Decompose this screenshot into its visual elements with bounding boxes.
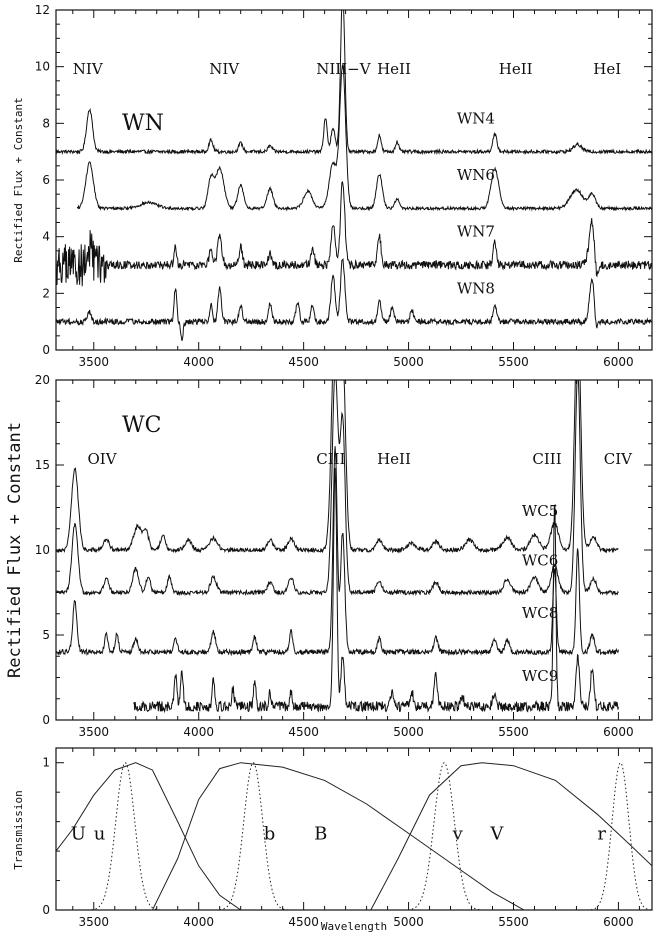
wn-labels: WN4 WN6 WN7 WN8 NIV NIV NIII−V HeII HeII HeI xyxy=(73,60,621,297)
filters-y-axis-label: Transmission xyxy=(12,790,25,869)
wc-y-axis-label: Rectified Flux + Constant xyxy=(5,422,25,678)
filter-curve-r xyxy=(586,762,652,910)
wn-x-tick-label: 6000 xyxy=(603,355,634,369)
line-id-hei-5: HeI xyxy=(593,60,621,78)
wc-y-tick-label: 5 xyxy=(42,628,50,642)
spectrum-label-WC9: WC9 xyxy=(522,667,558,685)
wn-x-tick-label: 3500 xyxy=(79,355,110,369)
wn-y-tick-label: 2 xyxy=(42,286,50,300)
wc-y-tick-label: 10 xyxy=(35,543,50,557)
filter-curve-b xyxy=(215,762,292,910)
filters-y-tick-label: 0 xyxy=(42,903,50,917)
spectrum-WC5 xyxy=(56,380,619,554)
wc-panel-tag: WC xyxy=(122,413,161,438)
wn-panel-tag: WN xyxy=(122,111,164,136)
filters-x-tick-label: 3500 xyxy=(79,915,110,929)
line-id-niv-1: NIV xyxy=(209,60,240,78)
spectrum-label-WC8: WC8 xyxy=(522,604,558,622)
wc-x-tick-label: 4000 xyxy=(183,725,214,739)
spectrum-label-WN7: WN7 xyxy=(457,223,495,241)
wc-x-tick-label: 5000 xyxy=(393,725,424,739)
line-id-heii-4: HeII xyxy=(499,60,533,78)
wn-y-tick-label: 12 xyxy=(35,3,50,17)
filters-x-tick-label: 4000 xyxy=(183,915,214,929)
wc-y-tick-label: 0 xyxy=(42,713,50,727)
wc-labels: WC5 WC6 WC8 WC9 OIV CIII HeII CIII CIV xyxy=(87,450,633,685)
spectrum-WC9 xyxy=(133,467,619,714)
filters-y-tick-label: 1 xyxy=(42,756,50,770)
line-id-ciii-1: CIII xyxy=(316,450,345,468)
filters-ticks: 3500 4000 4500 5000 5500 6000 0 1 xyxy=(42,748,652,929)
wn-x-tick-label: 5000 xyxy=(393,355,424,369)
line-id-oiv-0: OIV xyxy=(87,450,117,468)
line-id-ciii-3: CIII xyxy=(532,450,561,468)
filter-curve-U xyxy=(56,762,241,910)
wc-x-tick-label: 6000 xyxy=(603,725,634,739)
wn-y-tick-label: 0 xyxy=(42,343,50,357)
filter-curve-u xyxy=(87,762,164,910)
filter-label-B: B xyxy=(314,823,327,844)
filters-x-axis-label: Wavelength xyxy=(321,920,387,933)
wc-y-tick-label: 20 xyxy=(35,373,50,387)
spectrum-label-WN4: WN4 xyxy=(457,109,495,127)
spectrum-label-WC6: WC6 xyxy=(522,551,558,569)
filter-label-U: U xyxy=(71,823,86,844)
filter-curve-B xyxy=(152,762,525,910)
wn-y-tick-label: 6 xyxy=(42,173,50,187)
line-id-niiiv-2: NIII−V xyxy=(316,60,371,78)
spectrum-WC8 xyxy=(56,446,619,657)
wn-series xyxy=(56,10,652,341)
wn-y-tick-label: 8 xyxy=(42,116,50,130)
spectrum-WC6 xyxy=(56,380,619,597)
spectrum-label-WN6: WN6 xyxy=(457,166,495,184)
filter-label-r: r xyxy=(597,823,606,844)
filter-label-b: b xyxy=(264,823,276,844)
filter-label-v: v xyxy=(452,823,464,844)
wc-series xyxy=(56,380,619,714)
wn-y-tick-label: 4 xyxy=(42,230,50,244)
panel-wn: 3500 4000 4500 5000 5500 6000 0 2 4 6 8 10 12 WN4 WN6… xyxy=(12,3,653,369)
filters-frame xyxy=(55,747,653,911)
wc-x-tick-label: 4500 xyxy=(288,725,319,739)
spectrum-label-WN8: WN8 xyxy=(457,279,495,297)
wn-x-tick-label: 5500 xyxy=(498,355,529,369)
wn-x-tick-label: 4500 xyxy=(288,355,319,369)
spectrum-label-WC5: WC5 xyxy=(522,502,558,520)
spectrum-WN8 xyxy=(56,258,652,341)
wn-y-tick-label: 10 xyxy=(35,60,50,74)
wc-x-tick-label: 3500 xyxy=(79,725,110,739)
wn-ticks: 3500 4000 4500 5000 5500 6000 0 2 4 6 8 10 12 xyxy=(35,3,652,369)
filter-label-V: V xyxy=(489,823,504,844)
line-id-heii-3: HeII xyxy=(377,60,411,78)
filters-x-tick-label: 5500 xyxy=(498,915,529,929)
wc-ticks: 3500 4000 4500 5000 5500 6000 0 5 10 15 20 xyxy=(35,373,652,739)
line-id-niv-0: NIV xyxy=(73,60,104,78)
wc-y-tick-label: 15 xyxy=(35,458,50,472)
spectrum-WN4 xyxy=(56,10,652,156)
wc-x-tick-label: 5500 xyxy=(498,725,529,739)
filters-series xyxy=(56,762,652,910)
filter-label-u: u xyxy=(94,823,106,844)
filters-x-tick-label: 5000 xyxy=(393,915,424,929)
filter-curve-v xyxy=(403,762,485,910)
line-id-heii-2: HeII xyxy=(377,450,411,468)
wn-x-tick-label: 4000 xyxy=(183,355,214,369)
filters-x-tick-label: 6000 xyxy=(603,915,634,929)
spectrum-WN6 xyxy=(76,64,652,212)
line-id-civ-4: CIV xyxy=(604,450,633,468)
wn-y-axis-label: Rectified Flux + Constant xyxy=(12,97,25,263)
spectrum-WN7 xyxy=(56,181,652,287)
filters-x-tick-label: 4500 xyxy=(288,915,319,929)
filter-curve-V xyxy=(370,762,652,910)
